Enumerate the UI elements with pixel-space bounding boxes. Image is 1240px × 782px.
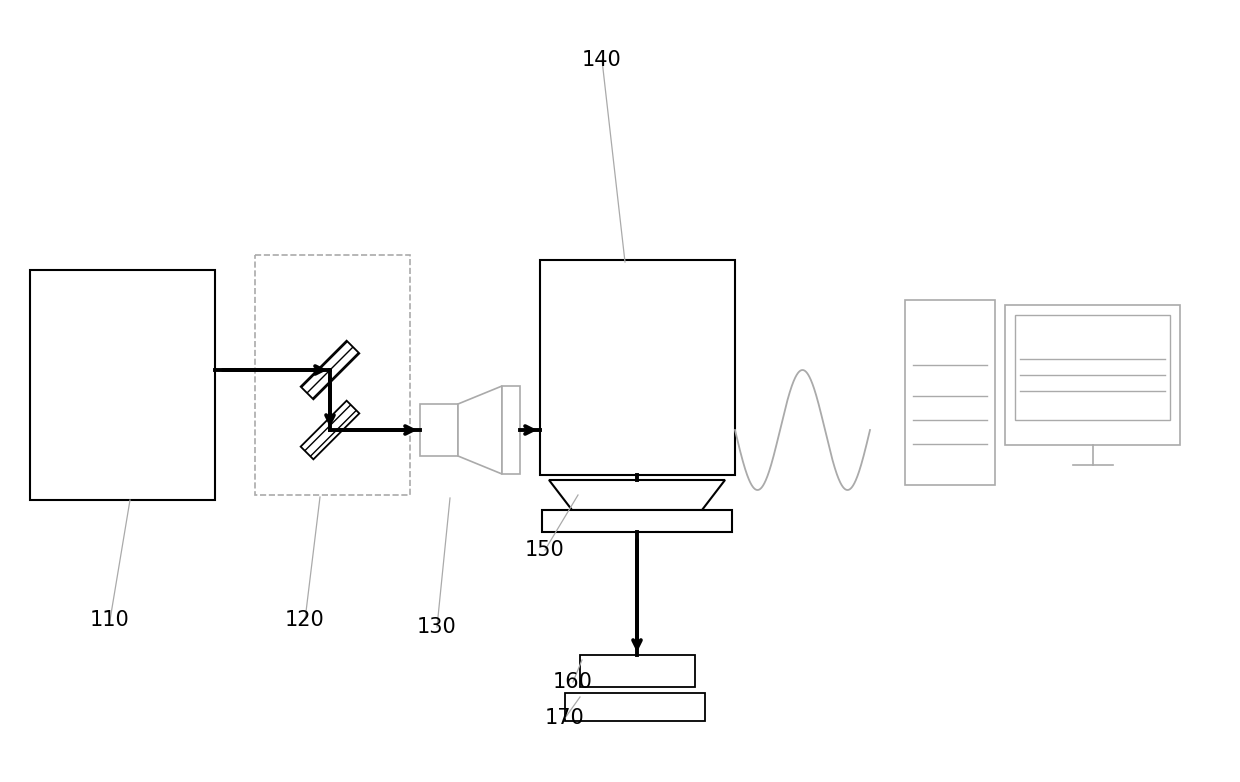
Bar: [420, 404, 458, 456]
Bar: [542, 510, 732, 532]
Text: 140: 140: [582, 50, 622, 70]
Bar: [905, 300, 994, 485]
Polygon shape: [458, 386, 502, 474]
Bar: [539, 260, 735, 475]
Bar: [1004, 305, 1180, 445]
Text: 150: 150: [525, 540, 565, 560]
Polygon shape: [300, 341, 360, 400]
Bar: [580, 655, 694, 687]
Text: 110: 110: [91, 610, 130, 630]
Text: 130: 130: [417, 617, 456, 637]
Polygon shape: [549, 480, 725, 510]
Text: 120: 120: [285, 610, 325, 630]
Text: 160: 160: [553, 672, 593, 692]
Bar: [502, 386, 520, 474]
Polygon shape: [300, 400, 360, 459]
Bar: [255, 255, 410, 495]
Bar: [1016, 315, 1171, 420]
Bar: [30, 270, 215, 500]
Text: 170: 170: [546, 708, 585, 728]
Bar: [565, 693, 706, 721]
